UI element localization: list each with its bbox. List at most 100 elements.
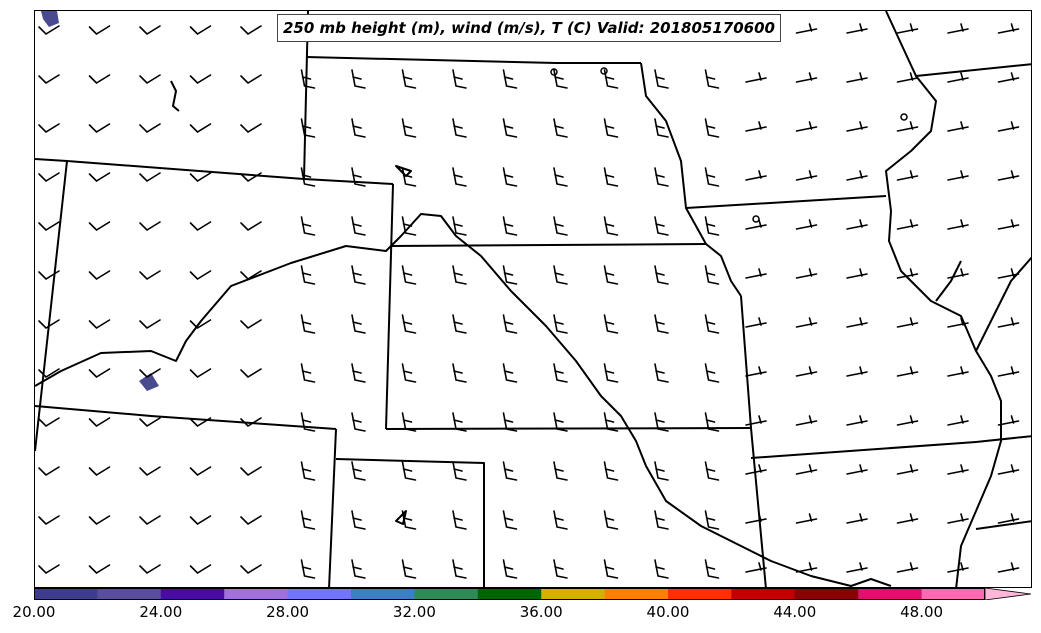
wind-barb	[704, 314, 720, 334]
wind-barb	[553, 216, 568, 236]
wind-barb	[452, 265, 467, 285]
wind-barb	[401, 461, 417, 481]
wind-barb	[795, 366, 818, 377]
border-mn-ia	[885, 11, 1031, 77]
wind-barb	[654, 461, 669, 481]
wind-barb	[846, 562, 868, 573]
wind-barb	[38, 25, 60, 36]
colorbar-segment	[287, 588, 352, 600]
wind-barb	[846, 268, 868, 279]
wind-barb	[654, 216, 669, 236]
wind-barb	[38, 123, 60, 134]
wind-barb	[351, 363, 366, 383]
wind-barb	[88, 368, 111, 379]
wind-barb	[947, 170, 969, 181]
wind-barb	[795, 170, 818, 181]
border-ks-ok	[385, 427, 752, 430]
wind-barb	[300, 69, 316, 89]
wind-barb	[240, 270, 262, 281]
wind-barb	[502, 118, 518, 138]
wind-barb	[896, 23, 919, 34]
lake-1	[395, 165, 412, 177]
wind-barb	[452, 118, 467, 138]
wind-barb	[997, 513, 1020, 524]
wind-barb	[139, 417, 161, 428]
border-co-east	[385, 183, 394, 430]
wind-barb	[502, 265, 518, 285]
wind-barb	[745, 366, 767, 377]
wind-barb	[38, 466, 60, 477]
colorbar-tick-label: 44.00	[773, 603, 817, 621]
wind-barb	[401, 363, 417, 383]
wind-barb	[704, 265, 720, 285]
terrain-contours	[35, 80, 892, 587]
wind-barb	[139, 466, 161, 477]
wind-barb	[452, 559, 467, 579]
wind-barb	[351, 167, 366, 187]
wind-barb	[553, 167, 568, 187]
wind-barb	[795, 415, 818, 426]
wind-barb	[139, 25, 161, 36]
wind-barb	[795, 268, 818, 279]
wind-barb	[38, 74, 60, 85]
wind-barb	[745, 317, 767, 328]
wind-barb	[745, 219, 767, 230]
colorbar-tick-label: 36.00	[519, 603, 563, 621]
wind-barb	[88, 319, 111, 330]
colorbar-tick-label: 48.00	[900, 603, 944, 621]
map-panel	[34, 10, 1032, 588]
wind-barb	[502, 559, 518, 579]
wind-barb	[997, 23, 1020, 34]
state-borders	[35, 11, 1031, 587]
wind-barb	[846, 366, 868, 377]
wind-barb	[401, 118, 417, 138]
wind-barb	[401, 69, 417, 89]
wind-barb	[947, 23, 969, 34]
wind-barb	[452, 510, 467, 530]
wind-barb	[896, 366, 919, 377]
wind-barb	[896, 121, 919, 132]
wind-barb	[240, 466, 262, 477]
wind-barb	[452, 69, 467, 89]
map-title: 250 mb height (m), wind (m/s), T (C) Val…	[277, 14, 781, 42]
wind-barb	[139, 319, 161, 330]
wind-barb	[240, 319, 262, 330]
wind-barb	[351, 559, 366, 579]
wind-barb	[88, 123, 111, 134]
wind-barb	[401, 412, 417, 432]
wind-barb	[452, 167, 467, 187]
colorbar-segment	[477, 588, 542, 600]
wind-barb	[88, 172, 111, 183]
wind-barb	[603, 510, 619, 530]
wind-barb	[553, 314, 568, 334]
wind-barb	[997, 562, 1020, 573]
wind-barb	[947, 317, 969, 328]
wind-barb	[38, 221, 60, 232]
wind-barb	[846, 317, 868, 328]
wind-barb	[654, 265, 669, 285]
wind-barb	[139, 270, 161, 281]
wind-barb	[795, 464, 818, 475]
wind-barb	[139, 172, 161, 183]
wind-barb	[603, 265, 619, 285]
wind-barb	[38, 564, 60, 575]
wind-barb	[38, 172, 60, 183]
wind-barb	[88, 417, 111, 428]
wind-barb	[351, 69, 366, 89]
wind-barb	[947, 415, 969, 426]
wind-barb	[997, 464, 1020, 475]
wind-barb	[240, 564, 262, 575]
wind-barb	[189, 74, 212, 85]
rockies-contour	[35, 213, 892, 587]
wind-barb	[654, 167, 669, 187]
colorbar-segment	[414, 588, 479, 600]
wind-barb	[704, 118, 720, 138]
wind-barb	[654, 314, 669, 334]
wind-barb	[88, 221, 111, 232]
wind-barb	[846, 219, 868, 230]
wind-barb	[240, 74, 262, 85]
border-ar-la	[975, 520, 1031, 530]
wind-barb	[603, 461, 619, 481]
border-mo-ia	[685, 195, 887, 209]
wind-barb	[704, 363, 720, 383]
